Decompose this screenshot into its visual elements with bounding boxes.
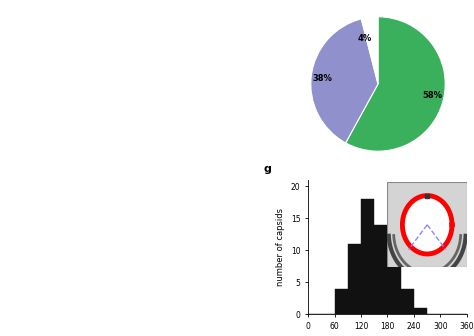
Bar — [401, 289, 414, 314]
Bar — [387, 250, 401, 314]
Wedge shape — [311, 19, 378, 143]
Y-axis label: number of capsids: number of capsids — [276, 208, 285, 286]
Text: g: g — [264, 164, 272, 174]
Bar — [348, 244, 361, 314]
Text: 58%: 58% — [422, 91, 442, 100]
Bar — [335, 289, 348, 314]
Bar — [361, 199, 374, 314]
Bar — [374, 224, 388, 314]
Text: 4%: 4% — [358, 34, 372, 43]
Text: 38%: 38% — [313, 74, 333, 83]
Bar — [414, 308, 427, 314]
Wedge shape — [346, 17, 445, 151]
Wedge shape — [361, 17, 378, 84]
